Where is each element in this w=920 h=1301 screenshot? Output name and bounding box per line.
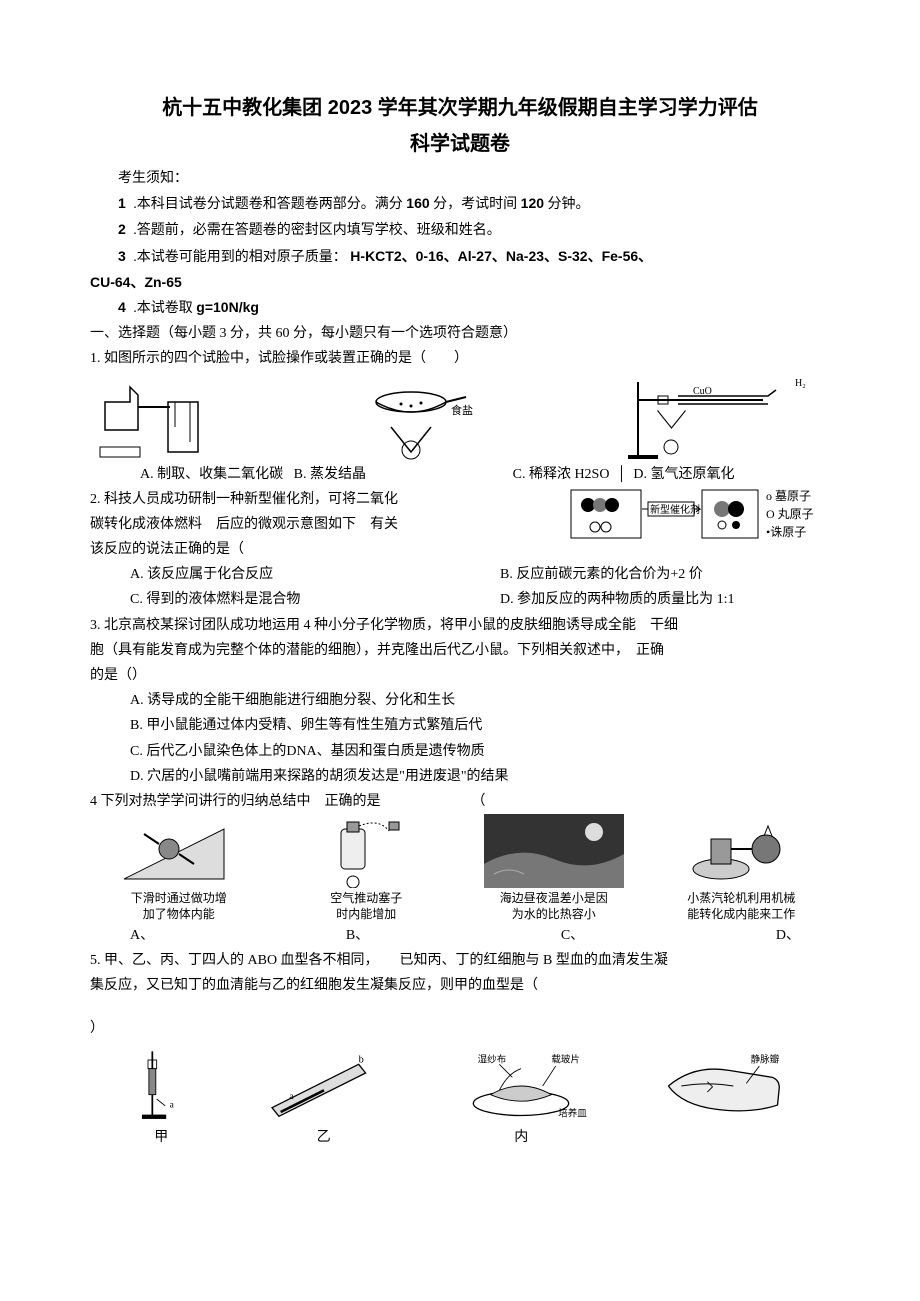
notice-bold: H-KCT2、0-16、Al-27、Na-23、S-32、Fe-56、 xyxy=(350,248,652,264)
q4-caption: 为水的比热容小 xyxy=(512,907,596,921)
q1-label-h2: H₂ xyxy=(795,378,806,389)
notice-text: .本试卷可能用到的相对原子质量： xyxy=(133,250,347,265)
q3-option-b: B. 甲小鼠能通过体内受精、卵生等有性生殖方式繁殖后代 xyxy=(130,713,830,738)
q4-caption: 海边昼夜温差小是因 xyxy=(500,891,608,905)
notice-header: 考生须知： xyxy=(118,166,830,191)
q4-stem: 4 下列对热学学问讲行的归纳总结中 正确的是 （ xyxy=(90,789,830,814)
notice-text: .答题前，必需在答题卷的密封区内填写学校、班级和姓名。 xyxy=(133,223,501,238)
q2-option-c: C. 得到的液体燃料是混合物 xyxy=(130,587,500,612)
q5-anno-dish: 培养皿 xyxy=(559,1108,588,1120)
notice-text: .本试卷取 xyxy=(133,301,196,316)
notice-item-1: 1 .本科目试卷分试题卷和答题卷两部分。满分 160 分，考试时间 120 分钟… xyxy=(118,191,830,217)
q2-key-line: •诛原子 xyxy=(766,523,814,541)
q2-diagram: 新型催化剂 xyxy=(570,489,760,539)
q4-option-d: D、 xyxy=(776,923,800,948)
notice-num: 3 xyxy=(118,248,126,264)
q5-close-paren: ） xyxy=(90,1016,830,1041)
q2-box-label: 新型催化剂 xyxy=(650,503,700,516)
q5-anno-a: a xyxy=(170,1101,175,1111)
q1-label-salt: 食盐 xyxy=(451,403,473,417)
q3-option-c: C. 后代乙小鼠染色体上的DNA、基因和蛋白质是遗传物质 xyxy=(130,739,830,764)
q5-figures: a 甲 b a 乙 湿纱布 载玻片 培养皿 内 静脉瓣 xyxy=(90,1047,830,1150)
notice-num: 1 xyxy=(118,195,126,211)
q3-stem-line: 胞（具有能发育成为完整个体的潜能的细胞），并克隆出后代乙小鼠。下列相关叙述中， … xyxy=(90,638,830,663)
notice-text: .本科目试卷分试题卷和答题卷两部分。满分 xyxy=(133,197,403,212)
q4-option-a: A、 xyxy=(130,923,154,948)
q1-figure-d: CuO H₂ xyxy=(623,372,813,462)
q5-label: 内 xyxy=(436,1125,606,1150)
q5-anno-slide: 载玻片 xyxy=(552,1054,581,1066)
q2-atom-key: o 墓原子 O 丸原子 •诛原子 xyxy=(766,487,814,541)
q2-option-a: A. 该反应属于化合反应 xyxy=(130,562,500,587)
section-1-heading: 一、选择题（每小题 3 分，共 60 分，每小题只有一个选项符合题意） xyxy=(90,321,830,346)
notice-text: 分，考试时间 xyxy=(433,197,517,212)
q4-caption: 时内能增加 xyxy=(336,907,396,921)
q5-anno-b: b xyxy=(358,1055,363,1066)
q2-option-b: B. 反应前碳元素的化合价为+2 价 xyxy=(500,562,703,587)
page-title-line1: 杭十五中教化集团 2023 学年其次学期九年级假期自主学习学力评估 xyxy=(90,90,830,126)
q1-option-a: A. 制取、收集二氧化碳 xyxy=(140,467,283,482)
q5-figure-1: a xyxy=(111,1047,211,1125)
q5-stem-line: 集反应，又已知丁的血清能与乙的红细胞发生凝集反应，则甲的血型是（ xyxy=(90,973,830,998)
q2-option-d: D. 参加反应的两种物质的质量比为 1:1 xyxy=(500,587,735,612)
q5-label: 乙 xyxy=(254,1125,394,1150)
q2-block: 2. 科技人员成功研制一种新型催化剂，可将二氧化 碳转化成液体燃料 后应的微观示… xyxy=(90,487,830,563)
notice-item-4: 4 .本试卷取 g=10N/kg xyxy=(118,295,830,321)
q5-figure-4: 静脉瓣 xyxy=(649,1047,809,1125)
q4-caption: 下滑时通过做功增 xyxy=(131,891,227,905)
q5-anno-vein: 静脉瓣 xyxy=(750,1054,779,1066)
q4-caption: 小蒸汽轮机利用机械 xyxy=(687,891,795,905)
q2-stem-line: 碳转化成液体燃料 后应的微观示意图如下 有关 xyxy=(90,512,562,537)
q4-figure-c xyxy=(484,814,624,888)
q5-label: 甲 xyxy=(111,1125,211,1150)
q1-figure-a xyxy=(90,372,230,462)
q1-label-cuo: CuO xyxy=(693,386,712,397)
q4-figure-b xyxy=(311,814,421,888)
q1-option-c: C. 稀释浓 H2SO xyxy=(513,467,610,482)
q5-stem-line: 5. 甲、乙、丙、丁四人的 ABO 血型各不相同， 已知丙、丁的红细胞与 B 型… xyxy=(90,948,830,973)
notice-item-3: 3 .本试卷可能用到的相对原子质量： H-KCT2、0-16、Al-27、Na-… xyxy=(118,244,830,270)
notice-num: 2 xyxy=(118,221,126,237)
q1-option-b: B. 蒸发结晶 xyxy=(294,467,366,482)
q2-stem-line: 2. 科技人员成功研制一种新型催化剂，可将二氧化 xyxy=(90,487,562,512)
q2-stem-line: 该反应的说法正确的是（ xyxy=(90,537,562,562)
q4-option-b: B、 xyxy=(346,923,369,948)
q2-key-line: O 丸原子 xyxy=(766,505,814,523)
q4-figures: 下滑时通过做功增加了物体内能 空气推动塞子时内能增加 海边昼夜温差小是因为水的比… xyxy=(90,814,830,922)
q4-caption: 能转化成内能来工作 xyxy=(687,907,795,921)
q4-figure-d xyxy=(676,814,806,888)
q3-option-a: A. 诱导成的全能干细胞能进行细胞分裂、分化和生长 xyxy=(130,688,830,713)
notice-item-2: 2 .答题前，必需在答题卷的密封区内填写学校、班级和姓名。 xyxy=(118,217,830,243)
notice-bold: 160 xyxy=(406,195,429,211)
q2-key-line: o 墓原子 xyxy=(766,487,814,505)
q5-figure-3: 湿纱布 载玻片 培养皿 xyxy=(436,1047,606,1125)
q1-option-d: D. 氢气还原氧化 xyxy=(633,467,734,482)
q1-figure-b: 食盐 xyxy=(356,372,476,462)
notice-item-3b: CU-64、Zn-65 xyxy=(90,270,830,295)
q3-option-d: D. 穴居的小鼠嘴前端用来探路的胡须发达是"用进废退"的结果 xyxy=(130,764,830,789)
notice-num: 4 xyxy=(118,299,126,315)
notice-bold: g=10N/kg xyxy=(196,299,259,315)
q4-caption: 加了物体内能 xyxy=(143,907,215,921)
q4-option-c: C、 xyxy=(561,923,584,948)
q4-caption: 空气推动塞子 xyxy=(330,891,402,905)
q3-stem-line: 的是（） xyxy=(90,663,830,688)
q5-anno-wet: 湿纱布 xyxy=(478,1054,507,1066)
q4-figure-a xyxy=(114,814,244,888)
notice-text: 分钟。 xyxy=(548,197,590,212)
q1-images: 食盐 CuO H₂ xyxy=(90,372,830,462)
page-title-line2: 科学试题卷 xyxy=(90,126,830,162)
q5-figure-2: b a xyxy=(254,1047,394,1125)
q1-stem: 1. 如图所示的四个试脸中，试脸操作或装置正确的是（ ） xyxy=(90,346,830,371)
q3-stem-line: 3. 北京高校某探讨团队成功地运用 4 种小分子化学物质，将甲小鼠的皮肤细胞诱导… xyxy=(90,613,830,638)
notice-bold: 120 xyxy=(521,195,544,211)
